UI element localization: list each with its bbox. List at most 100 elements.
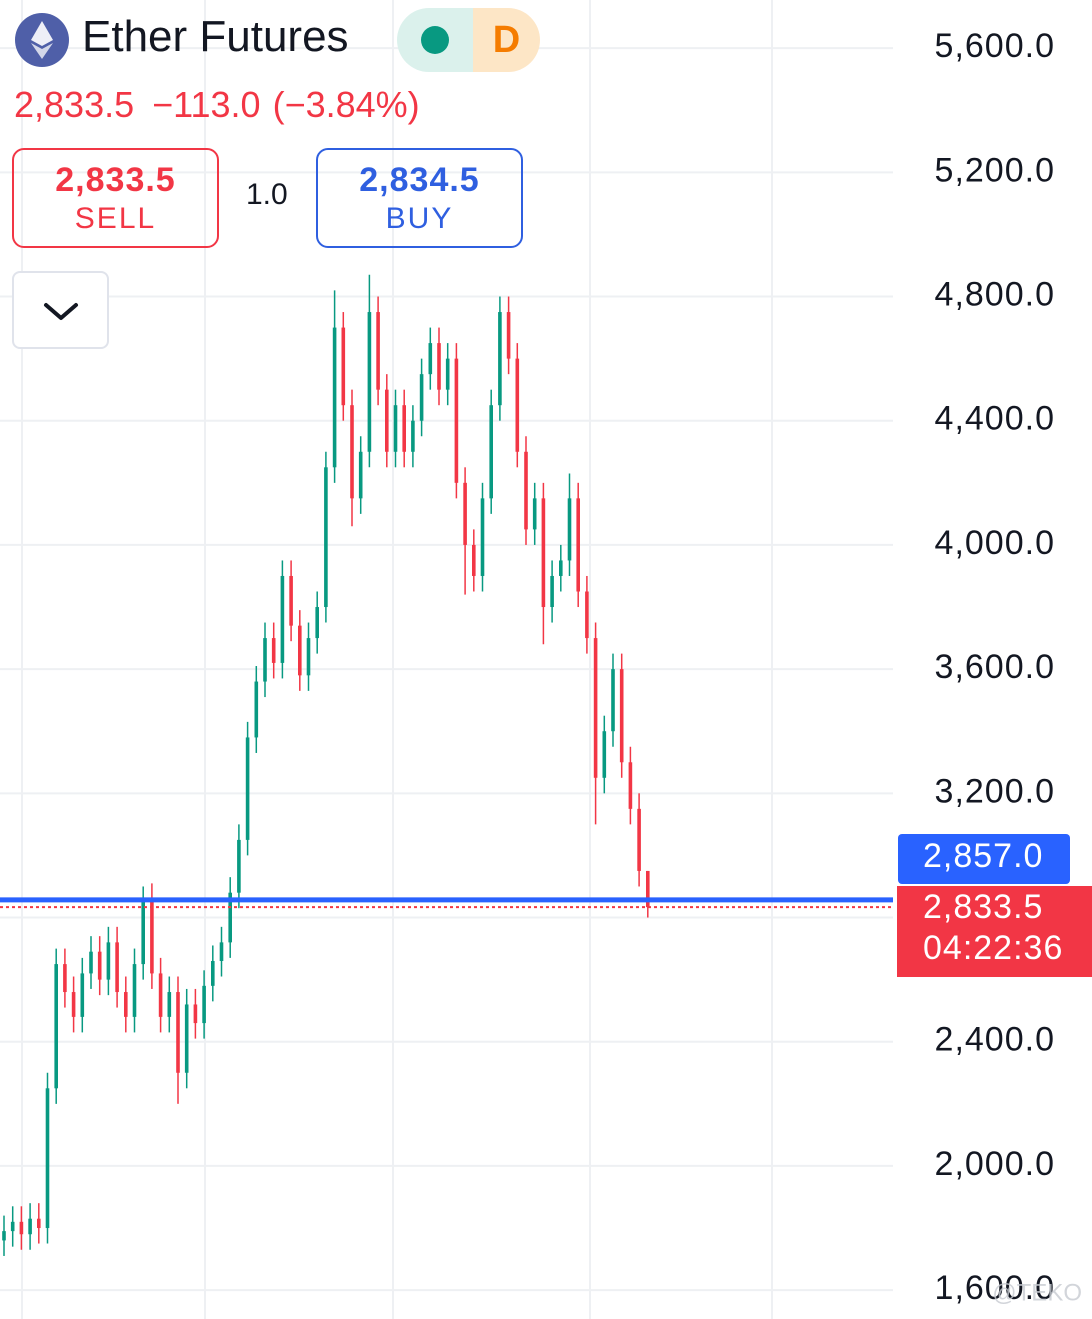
candle-body — [211, 960, 215, 986]
candle-body — [10, 1221, 15, 1232]
candle-body — [524, 451, 528, 530]
candle-body — [402, 405, 406, 452]
candle-body — [541, 498, 546, 608]
candle-body — [19, 1221, 24, 1235]
candle-body — [515, 358, 520, 452]
candle-body — [158, 973, 163, 1017]
candle-body — [385, 389, 389, 452]
y-tick-label: 4,000.0 — [935, 524, 1055, 562]
price-label-box — [897, 886, 1092, 977]
candle-body — [532, 498, 537, 530]
candle-body — [454, 358, 459, 483]
y-tick-label: 1,600.0 — [935, 1269, 1055, 1307]
quote: 2,833.5 −113.0 (−3.84%) — [14, 84, 420, 126]
candle-body — [619, 669, 624, 763]
last-price: 2,833.5 — [14, 84, 135, 125]
candle-body — [332, 327, 337, 468]
candle-body — [498, 312, 502, 406]
status-pill[interactable]: D — [397, 8, 540, 72]
candle-body — [611, 669, 615, 732]
price-label: 2,857.0 — [923, 837, 1043, 875]
symbol-title[interactable]: Ether Futures — [82, 12, 349, 61]
candle-body — [306, 638, 311, 676]
candle-body — [602, 731, 607, 778]
candle-body — [124, 992, 128, 1017]
candle-body — [245, 737, 250, 840]
candle-body — [2, 1231, 6, 1241]
candle-body — [367, 312, 372, 452]
candle-body — [263, 638, 267, 682]
chevron — [44, 303, 78, 320]
time-grid — [21, 0, 773, 1319]
eth-icon — [31, 21, 53, 59]
symbol-logo — [15, 13, 69, 67]
y-tick-label: 3,200.0 — [935, 772, 1055, 810]
candle-body — [106, 942, 111, 980]
candle-body — [219, 942, 224, 961]
candle-body — [559, 560, 563, 576]
buy-button[interactable]: 2,834.5 BUY — [316, 148, 523, 248]
expand-button[interactable] — [12, 271, 109, 349]
candle-body — [480, 498, 485, 576]
candle-body — [489, 405, 493, 499]
candle-body — [298, 625, 302, 676]
candle-body — [237, 839, 241, 893]
quantity[interactable]: 1.0 — [246, 178, 288, 211]
y-tick-label: 2,400.0 — [935, 1021, 1055, 1059]
candle-body — [637, 808, 641, 871]
candle-body — [646, 870, 650, 908]
countdown: 04:22:36 — [923, 929, 1063, 967]
candle-body — [550, 575, 554, 608]
candle-body — [341, 327, 346, 406]
price-label-box — [898, 834, 1070, 884]
candle-body — [254, 681, 259, 738]
change: −113.0 — [152, 84, 261, 125]
candle-body — [324, 467, 328, 608]
candle-body — [115, 942, 119, 993]
candle-body — [193, 1004, 198, 1024]
candle-body — [141, 898, 145, 965]
candle-body — [202, 985, 206, 1024]
candle-body — [289, 575, 293, 626]
candle-body — [428, 343, 433, 375]
candle-body — [411, 420, 415, 452]
candle-body — [37, 1218, 41, 1229]
y-tick-label: 2,000.0 — [935, 1145, 1055, 1183]
candle-body — [150, 898, 154, 974]
y-tick-label: 5,600.0 — [935, 27, 1055, 65]
candle-body — [89, 951, 93, 974]
candle-body — [506, 312, 511, 359]
buy-label: BUY — [385, 201, 454, 235]
candle-body — [437, 343, 441, 390]
candle-body — [280, 575, 285, 663]
sell-price: 2,833.5 — [55, 160, 176, 199]
candle-body — [45, 1088, 50, 1229]
candle-body — [472, 544, 476, 576]
candle-body — [576, 498, 580, 592]
price-label: 2,833.5 — [923, 888, 1043, 926]
candle-body — [445, 358, 450, 390]
buy-price: 2,834.5 — [359, 160, 480, 199]
y-tick-label: 4,800.0 — [935, 276, 1055, 314]
candle-body — [28, 1218, 32, 1235]
candle-body — [567, 498, 572, 561]
candle-body — [97, 951, 102, 980]
sell-button[interactable]: 2,833.5 SELL — [12, 148, 219, 248]
candle-body — [271, 638, 276, 663]
candle-body — [176, 992, 180, 1073]
watermark: @TEKO — [992, 1279, 1082, 1306]
candle-body — [593, 638, 598, 778]
candle-body — [358, 451, 363, 499]
candle-body — [315, 607, 319, 639]
candle-body — [628, 762, 633, 809]
y-tick-label: 5,200.0 — [935, 151, 1055, 189]
candle-body — [71, 992, 76, 1017]
candle-body — [350, 405, 354, 499]
candle-body — [585, 591, 589, 639]
candle-body — [393, 405, 398, 452]
candle-body — [54, 964, 58, 1089]
y-tick-label: 4,400.0 — [935, 400, 1055, 438]
candle-body — [184, 1004, 189, 1073]
